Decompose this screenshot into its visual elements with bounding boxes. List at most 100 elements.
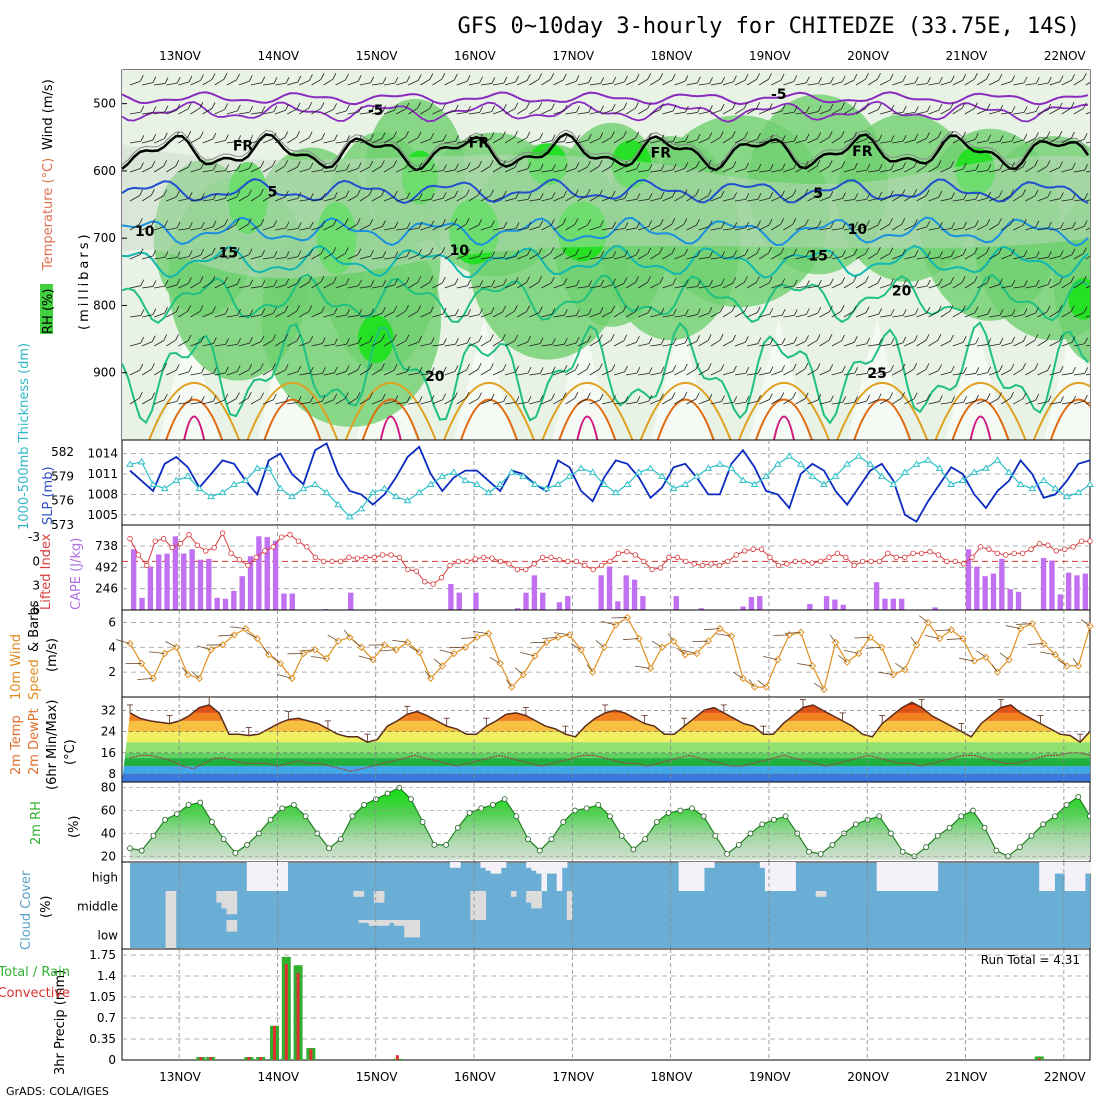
cloud-gap [170, 920, 177, 949]
wind-barb-flag [200, 248, 205, 256]
wind-barb-flag [624, 222, 629, 229]
cloud-gap [394, 920, 400, 926]
wind-barb [287, 197, 299, 202]
wind-barb-flag [1035, 77, 1040, 84]
wind-barb [637, 281, 648, 289]
wind-barb-flag [1095, 247, 1098, 253]
wind-barb-flag [1084, 367, 1089, 374]
wind-barb-flag [781, 337, 786, 345]
temp-band [122, 774, 1090, 782]
wind-barb-flag [514, 305, 518, 312]
thickness-marker [380, 484, 389, 492]
wind-barb [196, 645, 212, 651]
wind-barb-flag [757, 367, 762, 374]
rh-marker [478, 805, 485, 812]
wind-barb-flag [261, 249, 265, 257]
wind-barb [347, 254, 359, 260]
wind-barb-flag [247, 391, 252, 399]
wind-barb-flag [587, 133, 592, 141]
wind-barb [218, 634, 235, 637]
wind-barb [287, 310, 297, 318]
wind-barb [492, 196, 504, 202]
wind-barb-flag [489, 363, 494, 370]
wind-barb [892, 285, 904, 289]
wind-barb-flag [842, 250, 846, 257]
wind-barb [1001, 285, 1013, 289]
wind-barb [468, 314, 480, 318]
wind-barb-flag [853, 305, 857, 312]
wind-barb [311, 108, 322, 115]
wind-barb-flag [840, 305, 845, 312]
rh-area [130, 787, 1090, 860]
wind-barb-flag [442, 393, 447, 400]
wind-barb [698, 340, 709, 347]
wind-barb-flag [224, 276, 228, 284]
wind-barb-flag [551, 366, 556, 373]
li-marker [809, 560, 815, 566]
wind-barb-flag [684, 106, 689, 113]
wind-barb-flag [296, 305, 301, 312]
wind-barb-flag [853, 336, 858, 343]
wind-barb-flag [695, 363, 700, 370]
wind-barb-flag [914, 280, 919, 287]
wind-barb-flag [406, 192, 411, 199]
wind-barb-flag [248, 248, 253, 255]
wind-barb-flag [877, 393, 882, 400]
wind-barb [226, 371, 238, 376]
wind-barb [651, 640, 663, 648]
wind-barb [964, 400, 976, 405]
precip-conv-bar [209, 1057, 213, 1060]
rh-marker [162, 816, 169, 823]
wind-barb [214, 344, 226, 347]
wind-barb [383, 109, 395, 115]
wind-barb-flag [272, 334, 276, 341]
wind-barb-flag [586, 363, 591, 370]
wind-barb-flag [817, 105, 822, 112]
wind-barb [553, 253, 564, 260]
wind-barb [1073, 169, 1085, 173]
wind-barb [541, 170, 553, 173]
wind-barb [734, 254, 746, 260]
wind-barb [565, 397, 576, 405]
wind-barb [444, 314, 456, 318]
wind-barb-flag [768, 246, 772, 254]
wind-barb-flag [757, 220, 761, 227]
cloud-gap [1049, 862, 1055, 891]
wind-barb [420, 169, 432, 173]
wind-barb-flag [296, 131, 300, 138]
wind-barb-flag [672, 190, 676, 197]
wind-barb [1049, 228, 1061, 231]
wind-barb-flag [939, 251, 943, 258]
wind-barb [129, 140, 141, 144]
wind-barb [758, 78, 769, 86]
precip-panel: 00.350.71.051.41.75 Run Total = 4.31 3hr… [0, 948, 1091, 1075]
wind-barb [129, 80, 141, 86]
wind-barb-flag [999, 365, 1003, 372]
wind-barb-flag [309, 162, 314, 169]
wind-barb [277, 674, 293, 679]
wind-barb [662, 79, 673, 86]
wind-barb [722, 371, 734, 376]
wind-barb-flag [152, 308, 157, 315]
thickness-marker [565, 472, 574, 479]
contour-label: 20 [425, 369, 445, 385]
wind-barb-flag [261, 106, 266, 113]
wind-barb [262, 340, 273, 347]
li-marker [918, 550, 925, 557]
precip-label-conv: Convective [0, 986, 70, 1001]
li-marker [203, 548, 209, 554]
wind-barb [565, 342, 577, 347]
wind-barb [230, 626, 246, 630]
wind-barb [613, 310, 624, 318]
wind-barb [420, 281, 430, 289]
wind-barb [1013, 82, 1025, 86]
li-marker [1045, 542, 1051, 548]
wind-barb-flag [490, 393, 495, 401]
wind-barb [935, 629, 952, 631]
wind-barb-flag [575, 248, 580, 255]
temp-tick-label: 16 [101, 746, 116, 760]
wind-barb [444, 169, 456, 173]
wind-barb [819, 227, 831, 231]
wind-barb [553, 314, 565, 318]
cloud-gap [1084, 862, 1091, 874]
